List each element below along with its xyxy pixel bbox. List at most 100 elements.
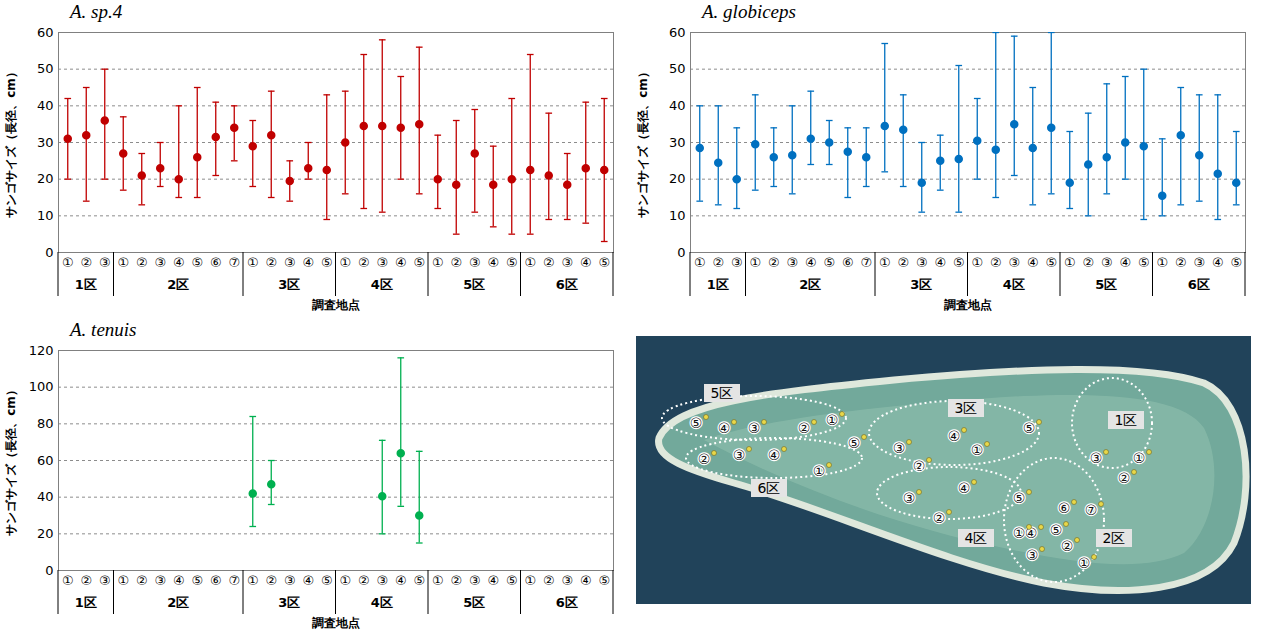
svg-text:②: ② (543, 573, 555, 588)
svg-text:⑥: ⑥ (842, 255, 854, 270)
svg-text:⑤: ⑤ (413, 573, 425, 588)
svg-text:⑤: ⑤ (953, 255, 965, 270)
svg-text:60: 60 (37, 25, 54, 40)
svg-text:30: 30 (669, 135, 686, 150)
svg-text:①: ① (1064, 255, 1076, 270)
svg-text:40: 40 (37, 98, 54, 113)
svg-text:③: ③ (154, 573, 166, 588)
svg-text:④: ④ (395, 255, 407, 270)
svg-text:④: ④ (302, 573, 314, 588)
svg-text:0: 0 (45, 563, 53, 578)
svg-text:120: 120 (29, 343, 54, 358)
svg-text:①: ① (879, 255, 891, 270)
svg-text:5区: 5区 (463, 277, 485, 292)
svg-text:②: ② (1118, 470, 1131, 486)
svg-text:⑦: ⑦ (228, 573, 240, 588)
svg-text:①: ① (1078, 555, 1091, 571)
svg-text:①: ① (339, 255, 351, 270)
svg-text:5区: 5区 (1095, 277, 1117, 292)
svg-text:80: 80 (37, 416, 54, 431)
svg-text:⑥: ⑥ (210, 573, 222, 588)
svg-text:③: ③ (376, 573, 388, 588)
svg-text:③: ③ (561, 573, 573, 588)
svg-text:6区: 6区 (556, 277, 578, 292)
svg-text:3区: 3区 (278, 595, 300, 610)
svg-text:②: ② (358, 573, 370, 588)
svg-text:③: ③ (99, 573, 111, 588)
svg-text:④: ④ (1025, 525, 1038, 541)
svg-text:調査地点: 調査地点 (311, 616, 360, 630)
svg-text:4区: 4区 (1003, 277, 1025, 292)
svg-text:②: ② (358, 255, 370, 270)
svg-text:⑤: ⑤ (598, 255, 610, 270)
svg-text:①: ① (117, 255, 129, 270)
svg-text:20: 20 (669, 171, 686, 186)
svg-text:4区: 4区 (965, 530, 988, 546)
svg-text:④: ④ (718, 420, 731, 436)
svg-text:30: 30 (37, 135, 54, 150)
svg-text:①: ① (432, 255, 444, 270)
svg-text:①: ① (1133, 450, 1146, 466)
svg-text:③: ③ (376, 255, 388, 270)
svg-text:③: ③ (786, 255, 798, 270)
svg-text:⑤: ⑤ (823, 255, 835, 270)
svg-text:①: ① (247, 573, 259, 588)
svg-text:②: ② (80, 573, 92, 588)
svg-text:⑤: ⑤ (1023, 420, 1036, 436)
svg-text:①: ① (62, 573, 74, 588)
svg-text:1区: 1区 (1115, 412, 1138, 428)
svg-text:サンゴサイズ（長径、cm）: サンゴサイズ（長径、cm） (636, 66, 650, 218)
svg-text:⑤: ⑤ (413, 255, 425, 270)
svg-text:②: ② (136, 573, 148, 588)
svg-text:⑤: ⑤ (1013, 490, 1026, 506)
svg-text:①: ① (694, 255, 706, 270)
svg-text:⑤: ⑤ (1138, 255, 1150, 270)
svg-text:②: ② (1175, 255, 1187, 270)
svg-text:0: 0 (45, 245, 53, 260)
svg-text:②: ② (136, 255, 148, 270)
svg-text:②: ② (798, 420, 811, 436)
svg-text:④: ④ (487, 573, 499, 588)
svg-text:調査地点: 調査地点 (943, 298, 992, 312)
svg-text:④: ④ (580, 255, 592, 270)
svg-text:①: ① (749, 255, 761, 270)
svg-text:20: 20 (37, 526, 54, 541)
svg-text:④: ④ (768, 447, 781, 463)
svg-text:⑤: ⑤ (191, 255, 203, 270)
svg-text:サンゴサイズ（長径、cm）: サンゴサイズ（長径、cm） (4, 384, 18, 536)
svg-text:①: ① (826, 412, 839, 428)
svg-text:⑥: ⑥ (1058, 500, 1071, 516)
svg-text:⑤: ⑤ (1045, 255, 1057, 270)
svg-text:①: ① (524, 255, 536, 270)
svg-text:①: ① (1156, 255, 1168, 270)
svg-text:③: ③ (893, 440, 906, 456)
svg-text:①: ① (813, 463, 826, 479)
svg-text:③: ③ (748, 420, 761, 436)
svg-text:③: ③ (733, 447, 746, 463)
svg-text:⑤: ⑤ (321, 255, 333, 270)
svg-text:④: ④ (948, 428, 961, 444)
svg-text:40: 40 (37, 489, 54, 504)
svg-text:⑤: ⑤ (1230, 255, 1242, 270)
svg-text:10: 10 (37, 208, 54, 223)
svg-text:④: ④ (805, 255, 817, 270)
svg-text:①: ① (339, 573, 351, 588)
svg-text:②: ② (913, 458, 926, 474)
svg-text:2区: 2区 (167, 277, 189, 292)
svg-text:50: 50 (669, 61, 686, 76)
svg-text:③: ③ (1008, 255, 1020, 270)
svg-text:④: ④ (934, 255, 946, 270)
svg-text:①: ① (971, 255, 983, 270)
svg-text:⑤: ⑤ (1050, 522, 1063, 538)
svg-text:②: ② (712, 255, 724, 270)
svg-text:④: ④ (173, 255, 185, 270)
svg-text:①: ① (971, 442, 984, 458)
svg-text:⑦: ⑦ (228, 255, 240, 270)
svg-text:④: ④ (1212, 255, 1224, 270)
svg-text:②: ② (543, 255, 555, 270)
svg-text:②: ② (768, 255, 780, 270)
svg-text:②: ② (1061, 538, 1074, 554)
svg-text:③: ③ (469, 573, 481, 588)
svg-text:60: 60 (37, 453, 54, 468)
svg-text:①: ① (247, 255, 259, 270)
